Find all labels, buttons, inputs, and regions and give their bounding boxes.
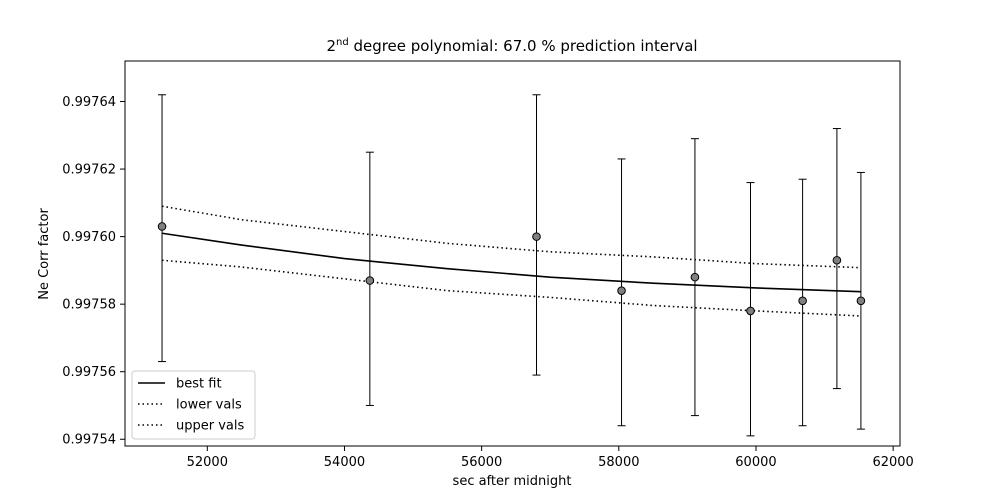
x-tick-label: 54000 [324,455,365,470]
y-tick-label: 0.99756 [62,365,116,380]
x-tick-label: 62000 [872,455,913,470]
axes-frame [124,60,901,447]
y-tick-label: 0.99764 [62,95,116,110]
series-line-best-fit [161,232,861,293]
data-point [365,276,375,285]
legend-label: lower vals [176,398,242,413]
y-tick-label: 0.99758 [62,298,116,313]
legend-box [131,370,256,440]
x-tick-label: 56000 [461,455,502,470]
y-tick-label: 0.99762 [62,163,116,178]
series-line-lower-vals [161,259,861,317]
plot-area: 52000 54000 56000 58000 60000 62000 0.99754 0.9… [62,60,914,470]
data-point [617,286,626,295]
x-tick-label: 52000 [187,455,228,470]
legend-label: best fit [176,377,222,392]
x-tick-label: 60000 [735,455,776,470]
data-point [690,272,700,282]
data-point [532,232,541,241]
data-point [157,222,167,231]
data-point [832,255,842,265]
data-point [746,306,755,316]
legend: best fit lower vals upper vals [131,370,256,440]
chart-title: 2nd degree polynomial: 67.0 % prediction… [326,37,697,55]
data-point [798,296,807,306]
data-point [856,296,866,306]
y-axis-label: Ne Corr factor [37,208,52,300]
legend-label: upper vals [176,419,244,434]
x-tick-label: 58000 [598,455,639,470]
y-tick-label: 0.99760 [62,230,116,245]
y-tick-label: 0.99754 [62,433,116,448]
x-axis-label: sec after midnight [453,474,572,489]
